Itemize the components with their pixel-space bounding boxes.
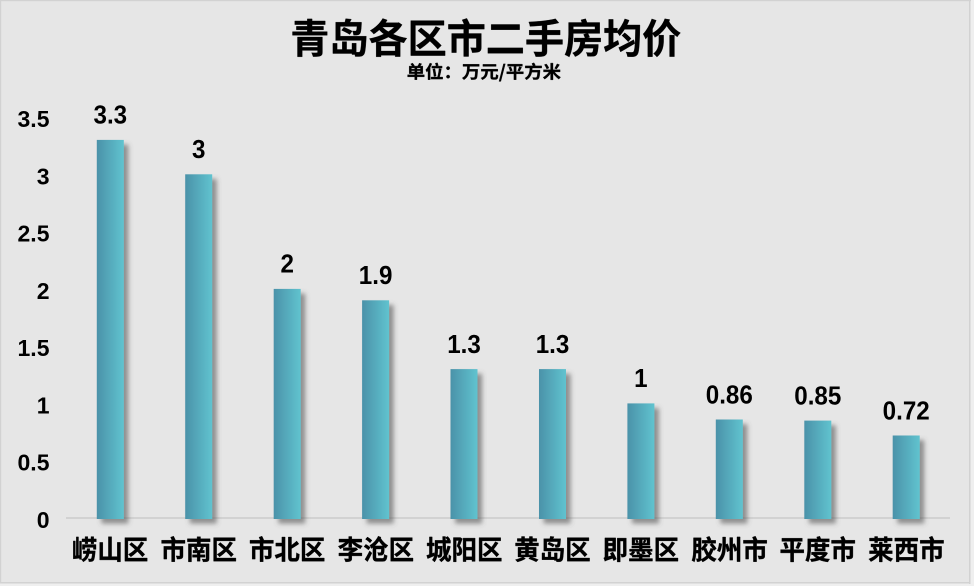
svg-text:2.5: 2.5 <box>18 221 50 247</box>
svg-text:0.5: 0.5 <box>18 450 50 476</box>
svg-text:3.5: 3.5 <box>18 106 50 132</box>
svg-text:1.3: 1.3 <box>536 330 570 359</box>
svg-text:1: 1 <box>37 392 50 418</box>
svg-text:2: 2 <box>37 278 50 304</box>
svg-text:1: 1 <box>634 364 647 393</box>
svg-text:0.72: 0.72 <box>883 397 930 426</box>
svg-text:0: 0 <box>37 507 50 533</box>
svg-text:3: 3 <box>192 135 205 164</box>
svg-text:2: 2 <box>280 250 293 279</box>
svg-text:1.9: 1.9 <box>359 261 393 290</box>
svg-text:1.3: 1.3 <box>447 330 481 359</box>
svg-text:0.86: 0.86 <box>706 381 753 410</box>
svg-text:3: 3 <box>37 163 50 189</box>
svg-text:3.3: 3.3 <box>93 101 127 130</box>
svg-text:0.85: 0.85 <box>794 382 841 411</box>
svg-text:1.5: 1.5 <box>18 335 50 361</box>
